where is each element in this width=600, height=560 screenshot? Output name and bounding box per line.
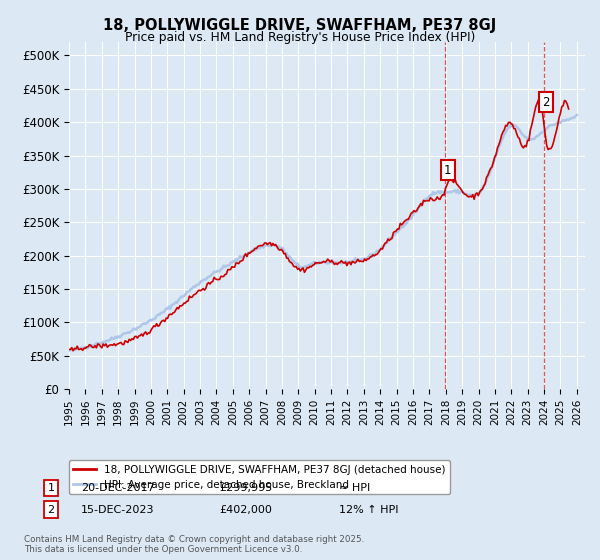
Text: 1: 1 bbox=[444, 164, 451, 177]
Text: £402,000: £402,000 bbox=[219, 505, 272, 515]
Legend: 18, POLLYWIGGLE DRIVE, SWAFFHAM, PE37 8GJ (detached house), HPI: Average price, : 18, POLLYWIGGLE DRIVE, SWAFFHAM, PE37 8G… bbox=[69, 460, 450, 494]
Text: 2: 2 bbox=[47, 505, 55, 515]
Text: Contains HM Land Registry data © Crown copyright and database right 2025.
This d: Contains HM Land Registry data © Crown c… bbox=[24, 535, 364, 554]
Text: 20-DEC-2017: 20-DEC-2017 bbox=[81, 483, 155, 493]
Text: £299,995: £299,995 bbox=[219, 483, 272, 493]
Text: Price paid vs. HM Land Registry's House Price Index (HPI): Price paid vs. HM Land Registry's House … bbox=[125, 31, 475, 44]
Text: 18, POLLYWIGGLE DRIVE, SWAFFHAM, PE37 8GJ: 18, POLLYWIGGLE DRIVE, SWAFFHAM, PE37 8G… bbox=[103, 18, 497, 33]
Text: 1: 1 bbox=[47, 483, 55, 493]
Text: 12% ↑ HPI: 12% ↑ HPI bbox=[339, 505, 398, 515]
Text: 15-DEC-2023: 15-DEC-2023 bbox=[81, 505, 155, 515]
Text: 2: 2 bbox=[542, 96, 550, 109]
Text: ≈ HPI: ≈ HPI bbox=[339, 483, 370, 493]
